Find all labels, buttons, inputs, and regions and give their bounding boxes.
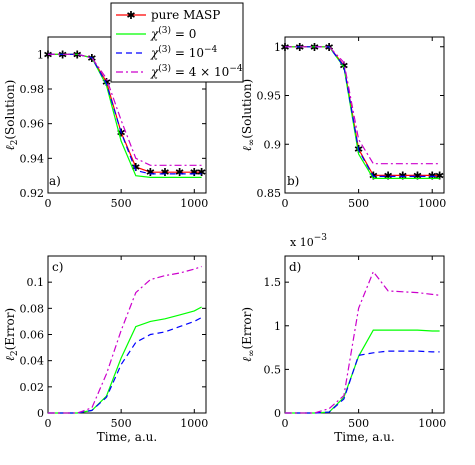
series-line-3-0 (285, 46, 440, 179)
legend-entry-label: pure MASP (151, 8, 220, 22)
data-point-marker: ✱ (160, 166, 169, 179)
y-tick-label: 0.06 (20, 329, 45, 342)
series-line-3-4-10-4 (48, 265, 202, 414)
y-tick-label: 0.92 (20, 187, 45, 200)
series-line-3-0 (285, 329, 440, 414)
series-line-3-10-4 (48, 53, 202, 175)
y-axis-label: ℓ∞(Error) (240, 307, 257, 362)
series-line-3-0 (48, 306, 202, 414)
panel-label: c) (52, 260, 63, 274)
y-tick-label: 0 (274, 407, 281, 420)
legend-entry-label: χ(3) = 10−4 (150, 44, 218, 60)
axes-box (284, 36, 445, 194)
panel-c: 0 500 1000 0 0.02 0.04 0.06 0.08 0.1 c) ℓ2(Error) T… (3, 255, 208, 444)
x-tick-label: 1000 (418, 417, 446, 430)
series-line-3-10-4 (285, 46, 440, 177)
data-point-marker: ✱ (146, 166, 155, 179)
x-tick-label: 0 (45, 417, 52, 430)
panel-d: 0 500 1000 0 0.5 1 1.5 x 10−3 d) ℓ∞(Error) Time, a… (240, 233, 446, 444)
legend-marker: ✱ (126, 9, 135, 22)
data-point-marker: ✱ (102, 76, 111, 89)
y-tick-label: 0.85 (257, 187, 282, 200)
y-tick-label: 1.5 (264, 276, 282, 289)
data-point-marker: ✱ (413, 169, 422, 182)
data-point-marker: ✱ (383, 169, 392, 182)
series-line-3-4-10-4 (285, 46, 440, 165)
data-point-marker: ✱ (339, 59, 348, 72)
y-tick-label: 0 (37, 407, 44, 420)
y-tick-label: 0.96 (20, 118, 45, 131)
y-tick-label: 1 (274, 320, 281, 333)
data-point-marker: ✱ (190, 166, 199, 179)
x-tick-label: 500 (348, 417, 369, 430)
x-axis-label: Time, a.u. (97, 430, 157, 444)
y-exponent-label: x 10−3 (290, 233, 327, 249)
y-axis-label: ℓ∞(Solution) (240, 79, 257, 152)
x-tick-label: 0 (282, 417, 289, 430)
x-tick-label: 500 (348, 197, 369, 210)
legend-entry-label: χ(3) = 0 (150, 25, 196, 41)
panel-label: d) (289, 260, 301, 274)
legend: ✱ pure MASP χ(3) = 0 χ(3) = 10−4 χ(3) = 4 × … (110, 2, 244, 83)
x-tick-label: 1000 (180, 417, 208, 430)
y-tick-label: 0.1 (27, 276, 45, 289)
y-tick-label: 0.08 (20, 302, 45, 315)
axes-box (47, 255, 207, 414)
y-tick-label: 0.04 (20, 355, 45, 368)
y-tick-label: 0.02 (20, 381, 45, 394)
series-line-3-4-10-4 (285, 270, 440, 414)
y-tick-label: 0.5 (264, 363, 282, 376)
x-tick-label: 0 (282, 197, 289, 210)
series-line-3-10-4 (285, 350, 440, 414)
x-axis-label: Time, a.u. (334, 430, 394, 444)
x-tick-label: 1000 (180, 197, 208, 210)
legend-entry-label: χ(3) = 4 × 10−4 (150, 63, 243, 79)
series-line-3-10-4 (48, 316, 202, 414)
data-point-marker: ✱ (131, 161, 140, 174)
y-tick-label: 0.98 (20, 83, 45, 96)
x-tick-label: 1000 (418, 197, 446, 210)
y-tick-label: 0.95 (257, 90, 282, 103)
y-tick-label: 0.94 (20, 152, 45, 165)
legend-box (110, 2, 244, 83)
x-tick-label: 500 (111, 417, 132, 430)
data-point-marker: ✱ (197, 166, 206, 179)
y-tick-label: 0.9 (264, 138, 282, 151)
y-axis-label: ℓ2(Solution) (3, 80, 20, 151)
panel-label: b) (287, 174, 299, 188)
y-axis-label: ℓ2(Error) (3, 308, 20, 361)
axes-box (284, 255, 445, 414)
data-point-marker: ✱ (175, 166, 184, 179)
y-tick-label: 1 (37, 48, 44, 61)
x-tick-label: 0 (45, 197, 52, 210)
panel-label: a) (49, 174, 61, 188)
x-tick-label: 500 (111, 197, 132, 210)
y-tick-label: 1 (274, 41, 281, 54)
series-line-3-4-10-4 (48, 53, 202, 166)
